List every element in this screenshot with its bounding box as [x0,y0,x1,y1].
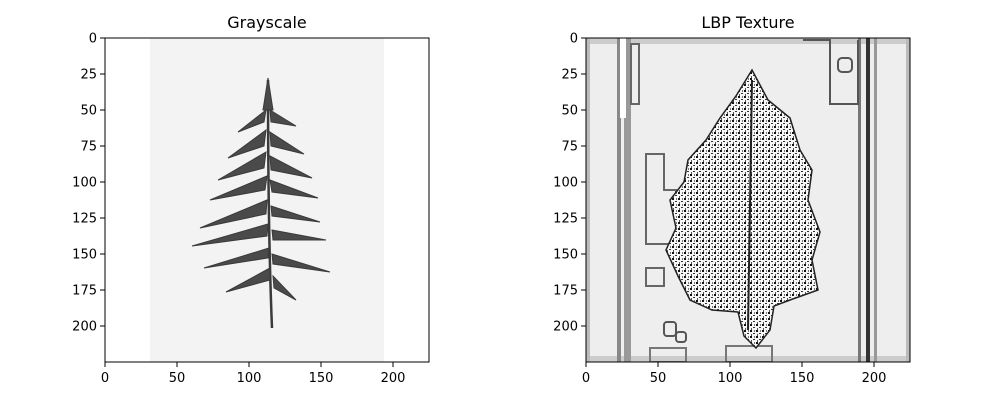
grayscale-axes-frame [104,37,430,363]
lbp-ytick-label: 100 [553,176,578,191]
grayscale-ytick-label: 200 [72,320,97,335]
lbp-ytick-label: 150 [553,248,578,263]
lbp-xtick-label: 150 [790,371,815,386]
grayscale-ytick-label: 175 [72,284,97,299]
grayscale-ytick-label: 75 [80,140,97,155]
lbp-image [586,38,910,362]
grayscale-panel: Grayscale [72,13,430,387]
lbp-xtick-label: 0 [582,371,590,386]
lbp-ytick-label: 50 [561,104,578,119]
lbp-ytick-label: 125 [553,212,578,227]
grayscale-ytick-label: 25 [80,68,97,83]
grayscale-ytick-label: 100 [72,176,97,191]
grayscale-xtick-label: 100 [237,371,262,386]
grayscale-xtick-label: 0 [101,371,109,386]
fern-leaf [191,77,331,329]
lbp-ytick-label: 175 [553,284,578,299]
grayscale-xtick-label: 150 [309,371,334,386]
lbp-ytick-label: 0 [570,32,578,47]
lbp-title: LBP Texture [701,13,794,32]
lbp-xtick-label: 100 [718,371,743,386]
grayscale-ytick-label: 150 [72,248,97,263]
grayscale-ytick-label: 0 [89,32,97,47]
lbp-xtick-label: 200 [862,371,887,386]
grayscale-xtick-label: 50 [169,371,186,386]
grayscale-image [105,38,429,362]
lbp-leaf-texture [665,68,821,350]
lbp-ytick-label: 25 [561,68,578,83]
grayscale-ytick-label: 50 [80,104,97,119]
lbp-xtick-label: 50 [650,371,667,386]
grayscale-xtick-label: 200 [381,371,406,386]
grayscale-ytick-label: 125 [72,212,97,227]
grayscale-ticks: 0 50 100 150 200 0 25 50 75 100 125 150 175 200 [72,32,405,387]
lbp-ytick-label: 200 [553,320,578,335]
grayscale-title: Grayscale [227,13,306,32]
lbp-panel: LBP Texture [553,13,911,387]
lbp-ticks: 0 50 100 150 200 0 25 50 75 100 125 150 175 200 [553,32,886,387]
lbp-ytick-label: 75 [561,140,578,155]
lbp-axes-frame [585,37,911,363]
